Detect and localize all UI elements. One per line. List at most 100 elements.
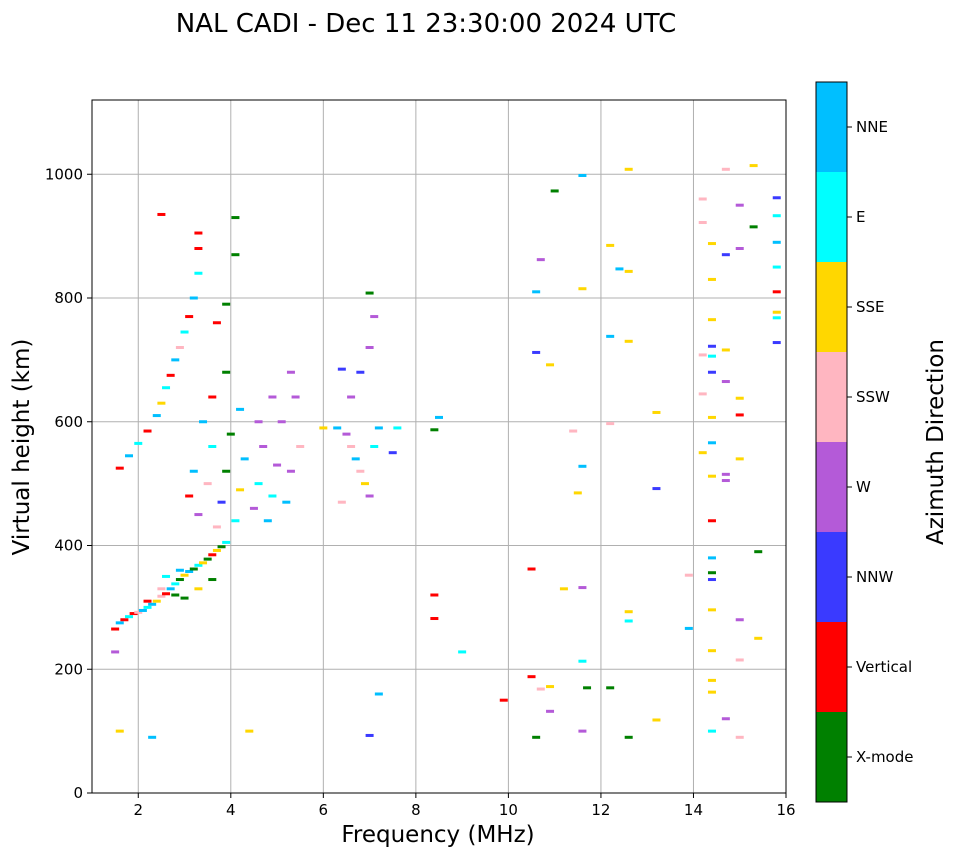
echo-point [162,592,171,596]
echo-point [721,253,730,257]
echo-point [185,494,194,498]
echo-point [166,373,175,377]
echo-point [319,426,328,430]
echo-point [175,578,184,582]
colorbar-tick-label: NNW [856,568,893,586]
echo-point [735,413,744,417]
echo-point [578,287,587,291]
echo-point [143,599,152,603]
echo-point [277,420,286,424]
echo-point [550,189,559,193]
echo-point [212,548,221,552]
x-axis-ticks: 2 4 6 8 10 12 14 16 [133,793,796,819]
echo-point [236,407,245,411]
colorbar-segment [816,82,847,172]
y-tick-label: 200 [54,660,83,678]
echo-point [624,167,633,171]
echo-point [374,426,383,430]
echo-point [194,231,203,235]
echo-point [171,358,180,362]
echo-point [735,457,744,461]
echo-point [208,553,217,557]
echo-point [707,649,716,653]
echo-point [707,277,716,281]
echo-point [175,568,184,572]
echo-point [231,216,240,220]
echo-point [499,698,508,702]
echo-point [194,587,203,591]
echo-point [157,401,166,405]
y-tick-label: 1000 [45,165,83,183]
echo-point [254,420,263,424]
echo-point [578,464,587,468]
echo-point [356,370,365,374]
echo-point [707,729,716,733]
colorbar-tick-label: X-mode [856,748,913,766]
echo-point [157,587,166,591]
colorbar-segment [816,262,847,352]
y-tick-label: 0 [73,784,83,802]
echo-point [578,659,587,663]
echo-point [259,445,268,448]
echo-point [772,310,781,314]
echo-point [772,341,781,345]
echo-point [263,519,272,523]
series-group [115,247,203,470]
echo-point [772,265,781,269]
echo-point [573,491,582,495]
echo-point [606,686,615,690]
echo-point [721,380,730,384]
echo-point [166,587,175,591]
x-tick-label: 8 [411,801,421,819]
echo-point [707,519,716,523]
echo-point [337,367,346,371]
echo-point [698,353,707,357]
echo-point [337,500,346,504]
echo-point [231,253,240,257]
echo-point [212,525,221,529]
echo-point [134,441,143,445]
echo-point [624,610,633,614]
echo-point [111,627,120,631]
echo-point [536,687,545,691]
plot-frame [91,99,787,794]
echo-point [546,709,555,713]
echo-point [291,395,300,399]
echo-point [148,735,157,739]
y-tick-label: 400 [54,537,83,555]
echo-point [365,346,374,349]
echo-point [249,506,258,510]
x-tick-label: 2 [133,801,143,819]
echo-point [185,569,194,573]
echo-point [393,426,402,430]
echo-point [120,618,129,622]
echo-point [527,675,536,679]
echo-point [268,494,277,498]
echo-point [222,370,231,374]
echo-point [721,472,730,476]
echo-point [772,290,781,294]
echo-point [532,290,541,294]
echo-point [707,474,716,478]
echo-point [707,441,716,445]
echo-point [559,587,568,591]
echo-point [772,316,781,320]
y-axis-label: Virtual height (km) [9,339,35,556]
echo-point [546,685,555,689]
echo-point [735,618,744,622]
echo-point [143,605,152,609]
echo-point [430,593,439,597]
plot-background [92,100,786,793]
echo-point [138,608,147,612]
echo-point [735,203,744,207]
echo-point [115,729,124,733]
colorbar-tick-label: NNE [856,118,888,136]
echo-point [199,561,208,565]
grid-lines [92,100,787,794]
echo-point [194,513,203,517]
echo-point [115,466,124,470]
echo-point [175,346,184,349]
chart-title: NAL CADI - Dec 11 23:30:00 2024 UTC [176,9,676,39]
plot-area: 2 4 6 8 10 12 14 16 0 200 400 600 800 1000 [45,99,796,819]
